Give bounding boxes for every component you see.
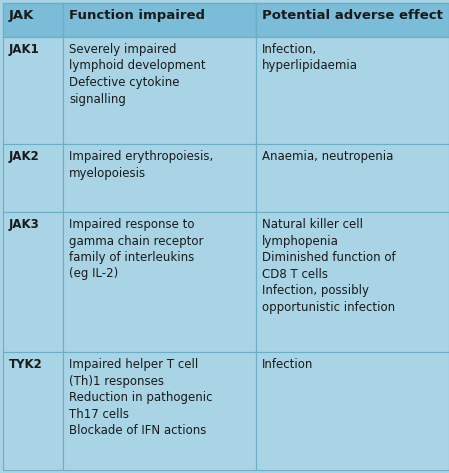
Text: Anaemia, neutropenia: Anaemia, neutropenia xyxy=(262,150,393,163)
Text: JAK2: JAK2 xyxy=(9,150,40,163)
Bar xyxy=(256,352,449,470)
Bar xyxy=(63,37,256,144)
Bar xyxy=(63,352,256,470)
Text: Impaired erythropoiesis,
myelopoiesis: Impaired erythropoiesis, myelopoiesis xyxy=(69,150,213,179)
Text: Potential adverse effect: Potential adverse effect xyxy=(262,9,443,22)
Text: TYK2: TYK2 xyxy=(9,358,43,371)
Bar xyxy=(3,352,63,470)
Text: Function impaired: Function impaired xyxy=(69,9,205,22)
Text: JAK3: JAK3 xyxy=(9,218,40,231)
Bar xyxy=(256,37,449,144)
Text: Severely impaired
lymphoid development
Defective cytokine
signalling: Severely impaired lymphoid development D… xyxy=(69,43,206,105)
Text: JAK: JAK xyxy=(9,9,35,22)
Bar xyxy=(256,212,449,352)
Bar xyxy=(3,3,63,37)
Text: Natural killer cell
lymphopenia
Diminished function of
CD8 T cells
Infection, po: Natural killer cell lymphopenia Diminish… xyxy=(262,218,396,314)
Bar xyxy=(3,144,63,212)
Text: Impaired helper T cell
(Th)1 responses
Reduction in pathogenic
Th17 cells
Blocka: Impaired helper T cell (Th)1 responses R… xyxy=(69,358,212,437)
Bar xyxy=(63,3,256,37)
Bar xyxy=(3,212,63,352)
Bar xyxy=(256,3,449,37)
Bar xyxy=(63,212,256,352)
Bar xyxy=(3,37,63,144)
Bar xyxy=(256,144,449,212)
Text: Infection: Infection xyxy=(262,358,313,371)
Text: Impaired response to
gamma chain receptor
family of interleukins
(eg IL-2): Impaired response to gamma chain recepto… xyxy=(69,218,203,280)
Text: JAK1: JAK1 xyxy=(9,43,40,56)
Bar xyxy=(63,144,256,212)
Text: Infection,
hyperlipidaemia: Infection, hyperlipidaemia xyxy=(262,43,358,72)
